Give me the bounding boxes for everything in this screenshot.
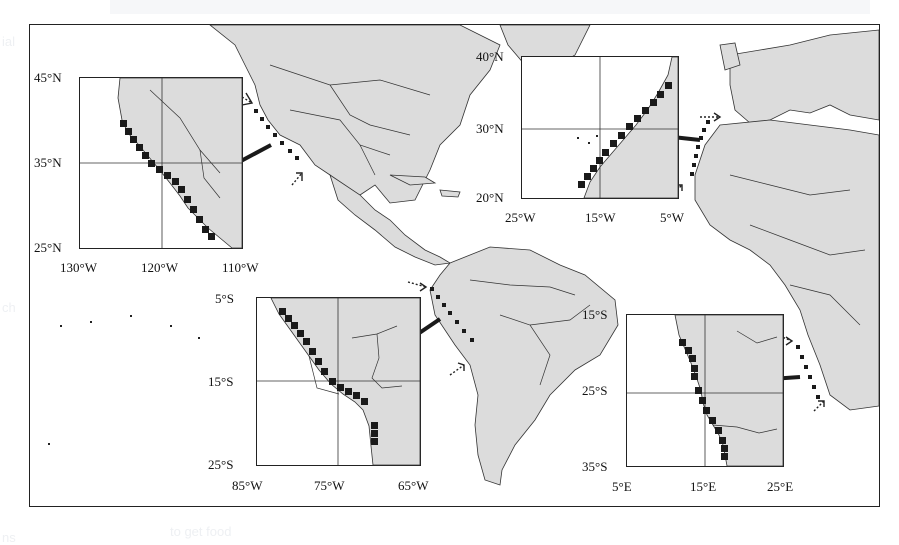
lat-label: 30°N [476,121,504,136]
lat-label: 15°S [582,307,608,322]
lat-label: 20°N [476,190,504,205]
north-america-landmass [209,25,501,204]
lon-label: 85°W [232,478,263,493]
lon-label: 130°W [60,260,97,275]
lat-label: 35°N [34,155,62,170]
lat-label: 25°N [34,240,62,255]
background-text: ial [2,34,16,49]
europe-landmass [729,29,879,124]
inset-northwest-africa-map [521,56,679,199]
inset-california-map [79,77,243,249]
inset-southwest-africa-map [626,314,784,467]
lat-label: 35°S [582,459,608,474]
lat-label: 40°N [476,49,504,64]
lon-label: 65°W [398,478,429,493]
lon-label: 15°E [690,479,717,494]
south-america-landmass [429,246,619,486]
lon-label: 110°W [222,260,259,275]
inset-land [674,314,784,467]
background-text: ch [2,300,16,315]
lon-label: 25°W [505,210,536,225]
lat-label: 25°S [208,457,234,472]
lon-label: 25°E [767,479,794,494]
lon-label: 15°W [585,210,616,225]
lon-label: 120°W [141,260,178,275]
background-text: to get food [170,524,232,539]
africa-landmass [694,119,879,411]
lat-label: 45°N [34,70,62,85]
lon-label: 5°W [660,210,684,225]
lat-label: 15°S [208,374,234,389]
lon-label: 75°W [314,478,345,493]
lat-label: 25°S [582,383,608,398]
world-map [48,25,879,486]
inset-peru-map [256,297,421,466]
lon-label: 5°E [612,479,632,494]
lat-label: 5°S [215,291,234,306]
map-frame: 45°N 35°N 25°N 130°W 120°W 110°W [29,24,880,507]
